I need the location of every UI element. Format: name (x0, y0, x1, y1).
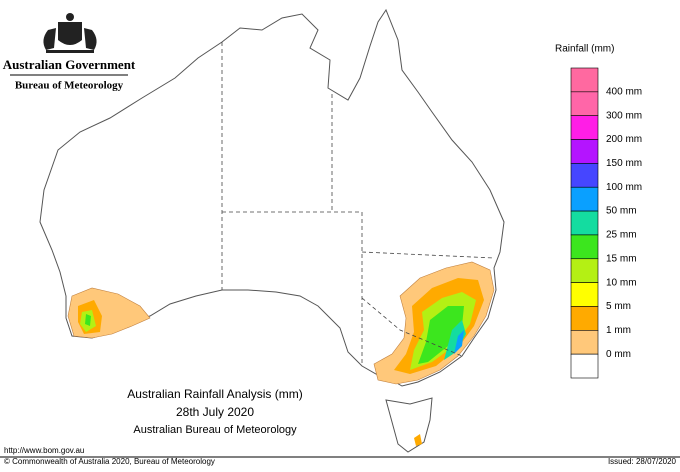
legend-swatch (570, 306, 599, 331)
legend-title: Rainfall (mm) (555, 44, 614, 55)
caption-line: Australian Rainfall Analysis (mm) (127, 387, 302, 401)
bureau: Bureau of Meteorology (15, 80, 124, 92)
footer-issued: Issued: 28/07/2020 (608, 457, 677, 466)
legend-swatch (570, 163, 599, 188)
agency: Australian Government (3, 57, 136, 72)
legend-swatch (570, 330, 599, 355)
rainfall-areas (67, 261, 495, 446)
legend-swatch (570, 186, 599, 212)
footer-copyright: © Commonwealth of Australia 2020, Bureau… (4, 457, 215, 466)
legend-label: 150 mm (606, 158, 642, 169)
coat-of-arms (43, 13, 97, 53)
legend-label: 300 mm (606, 110, 642, 121)
caption-line: 28th July 2020 (176, 405, 254, 419)
legend-label: 15 mm (606, 253, 637, 264)
footer-url: http://www.bom.gov.au (4, 446, 84, 455)
legend-swatch (570, 234, 599, 260)
legend-label: 10 mm (606, 277, 637, 288)
legend-label: 400 mm (606, 86, 642, 97)
legend-swatch (570, 282, 599, 307)
legend-label: 25 mm (606, 230, 637, 241)
legend-label: 5 mm (606, 301, 631, 312)
state-borders (221, 42, 495, 366)
legend-label: 100 mm (606, 182, 642, 193)
legend-swatch (570, 210, 599, 236)
legend-swatch (570, 258, 599, 283)
legend-label: 50 mm (606, 206, 637, 217)
caption-line: Australian Bureau of Meteorology (133, 424, 297, 436)
legend-swatch (570, 115, 599, 140)
legend-swatch (570, 353, 599, 379)
legend-label: 0 mm (606, 349, 631, 360)
legend-label: 200 mm (606, 134, 642, 145)
legend: 400 mm 300 mm 200 mm 150 mm 100 mm 50 mm 25 mm… (570, 67, 642, 379)
legend-swatch (570, 67, 599, 93)
legend-swatch (570, 139, 599, 164)
legend-swatch (570, 91, 599, 116)
mainland (39, 8, 505, 387)
legend-label: 1 mm (606, 325, 631, 336)
